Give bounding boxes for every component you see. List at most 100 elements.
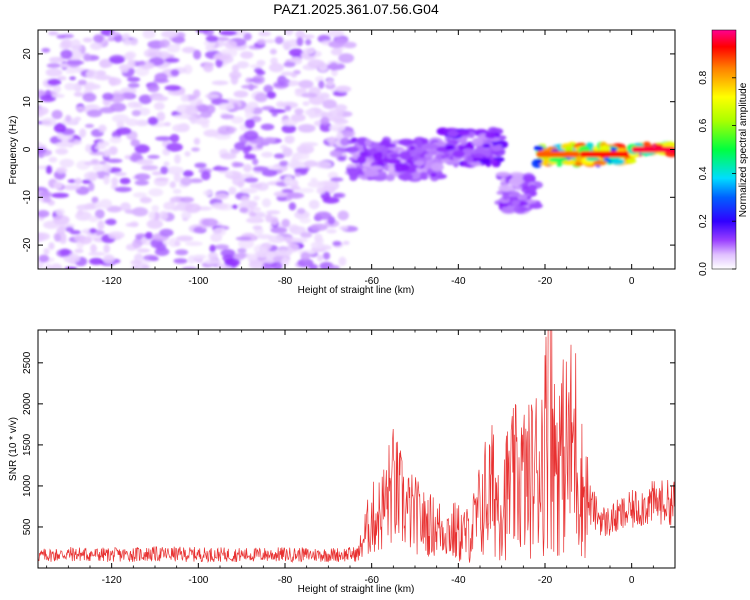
spectrogram-blob bbox=[593, 160, 607, 166]
spectrogram-blob bbox=[75, 106, 86, 112]
spectrogram-blob bbox=[300, 232, 313, 238]
spectrogram-blob bbox=[82, 92, 97, 103]
spectrogram-blob bbox=[215, 58, 223, 68]
spectrogram-blob bbox=[146, 219, 163, 229]
spectrogram-blob bbox=[457, 137, 468, 143]
spectrogram-blob bbox=[159, 39, 171, 48]
spectrogram-blob bbox=[119, 64, 130, 73]
spectrogram-blob bbox=[103, 244, 110, 254]
spectrogram-blob bbox=[88, 182, 95, 192]
spectrogram-blob bbox=[138, 60, 146, 66]
spectrogram-blob bbox=[333, 118, 349, 125]
spectrogram-blob bbox=[335, 85, 352, 93]
spectrogram-blob bbox=[338, 256, 347, 266]
spectrogram-blob bbox=[54, 233, 61, 242]
spectrogram-blob bbox=[248, 78, 262, 83]
spectrogram-blob bbox=[320, 116, 330, 126]
spectrogram-y-tick-label: -20 bbox=[22, 237, 33, 252]
spectrogram-blob bbox=[130, 260, 143, 265]
spectrogram-blob bbox=[289, 226, 307, 235]
spectrogram-blob bbox=[452, 150, 465, 158]
spectrogram-blob bbox=[171, 36, 186, 44]
spectrogram-blob bbox=[94, 201, 104, 209]
spectrogram-blob bbox=[184, 151, 191, 157]
spectrogram-blob bbox=[224, 40, 238, 49]
spectrogram-blob bbox=[107, 36, 116, 42]
spectrogram-blob bbox=[330, 48, 343, 56]
spectrogram-blob bbox=[231, 116, 244, 124]
spectrogram-blob bbox=[511, 175, 527, 184]
spectrogram-blob bbox=[328, 109, 344, 118]
spectrogram-blob bbox=[191, 147, 200, 152]
spectrogram-blob bbox=[103, 175, 110, 185]
spectrogram-blob bbox=[102, 92, 114, 101]
spectrogram-blob bbox=[240, 188, 258, 194]
spectrogram-blob bbox=[38, 210, 50, 218]
snr-x-tick-label: -20 bbox=[538, 575, 553, 586]
spectrogram-blob bbox=[166, 44, 181, 53]
spectrogram-blob bbox=[511, 200, 521, 206]
spectrogram-blob bbox=[231, 204, 238, 210]
spectrogram-blob bbox=[99, 60, 111, 69]
spectrogram-blob bbox=[163, 161, 170, 167]
spectrogram-blob bbox=[318, 80, 325, 89]
spectrogram-blob bbox=[90, 42, 103, 50]
spectrogram-blob bbox=[302, 101, 310, 106]
spectrogram-blob bbox=[169, 181, 176, 189]
spectrogram-blob bbox=[290, 157, 300, 168]
spectrogram-blob bbox=[174, 240, 181, 247]
spectrogram-blob bbox=[249, 183, 263, 189]
spectrogram-blob bbox=[131, 265, 139, 269]
spectrogram-blob bbox=[170, 69, 180, 77]
spectrogram-blob bbox=[268, 63, 284, 73]
spectrogram-blob bbox=[283, 175, 294, 186]
spectrogram-blob bbox=[298, 79, 314, 89]
spectrogram-blob bbox=[65, 69, 77, 74]
spectrogram-blob bbox=[440, 158, 451, 163]
spectrogram-blob bbox=[401, 154, 410, 161]
spectrogram-blob bbox=[59, 142, 73, 147]
spectrogram-blob bbox=[219, 30, 238, 36]
spectrogram-blob bbox=[89, 151, 106, 156]
spectrogram-blob bbox=[342, 240, 350, 245]
spectrogram-blob bbox=[241, 84, 259, 90]
spectrogram-blob bbox=[221, 48, 238, 54]
spectrogram-blob bbox=[106, 158, 123, 163]
spectrogram-blob bbox=[359, 151, 368, 157]
snr-x-tick-label: -80 bbox=[278, 575, 293, 586]
spectrogram-blob bbox=[294, 108, 304, 115]
spectrogram-blob bbox=[88, 172, 97, 182]
spectrogram-blob bbox=[240, 51, 254, 59]
spectrogram-blob bbox=[211, 80, 229, 86]
spectrogram-blob bbox=[203, 62, 214, 73]
spectrogram-blob bbox=[322, 99, 337, 110]
spectrogram-blob bbox=[53, 181, 63, 190]
spectrogram-blob bbox=[135, 263, 150, 269]
colorbar-gradient bbox=[712, 30, 736, 269]
spectrogram-blob bbox=[42, 196, 52, 203]
spectrogram-blob bbox=[73, 92, 84, 97]
spectrogram-blob bbox=[317, 254, 324, 262]
colorbar: 0.0 0.2 0.4 0.6 0.8 Normalized spectral ampl… bbox=[698, 29, 749, 276]
spectrogram-blob bbox=[92, 165, 104, 172]
spectrogram-blob bbox=[193, 137, 201, 145]
spectrogram-blob bbox=[291, 237, 308, 243]
spectrogram-blob bbox=[205, 93, 220, 99]
spectrogram-blob bbox=[243, 130, 259, 141]
spectrogram-blob bbox=[327, 216, 336, 225]
spectrogram-blob bbox=[212, 55, 230, 60]
spectrogram-blob bbox=[479, 158, 491, 165]
spectrogram-blob bbox=[58, 225, 66, 231]
spectrogram-blob bbox=[65, 226, 74, 232]
spectrogram-blob bbox=[256, 39, 267, 45]
spectrogram-blob bbox=[270, 57, 278, 65]
spectrogram-blob bbox=[254, 92, 268, 103]
spectrogram-blob bbox=[205, 35, 219, 43]
spectrogram-blob bbox=[192, 254, 207, 259]
spectrogram-blob bbox=[185, 106, 199, 116]
spectrogram-blob bbox=[130, 139, 141, 147]
spectrogram-blob bbox=[232, 176, 246, 187]
spectrogram-x-tick-label: -80 bbox=[278, 276, 293, 287]
spectrogram-blob bbox=[314, 233, 323, 243]
